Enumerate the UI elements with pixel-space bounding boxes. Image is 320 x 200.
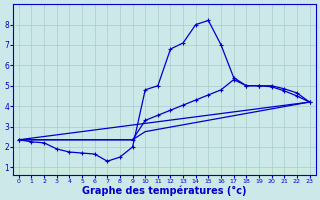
X-axis label: Graphe des températures (°c): Graphe des températures (°c): [82, 185, 246, 196]
